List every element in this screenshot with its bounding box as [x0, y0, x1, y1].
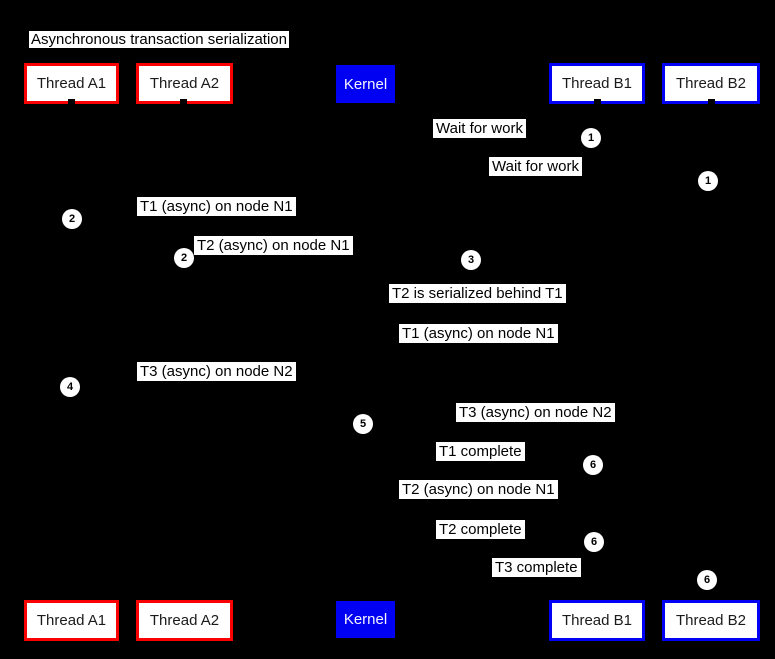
step-badge-1b: 1 [698, 171, 718, 191]
message-label-t1-async-2: T1 (async) on node N1 [399, 324, 558, 343]
message-label-t3-complete: T3 complete [492, 558, 581, 577]
participant-label: Kernel [343, 75, 388, 93]
message-label-t2-complete: T2 complete [436, 520, 525, 539]
lifeline-notch [708, 99, 715, 105]
message-label-t3-async-1: T3 (async) on node N2 [137, 362, 296, 381]
message-label-t3-async-2: T3 (async) on node N2 [456, 403, 615, 422]
participant-label: Thread A1 [36, 75, 107, 92]
step-badge-2b: 2 [174, 248, 194, 268]
message-label-wait-for-work-1: Wait for work [433, 119, 526, 138]
lifeline-notch [68, 99, 75, 105]
message-label-t1-complete: T1 complete [436, 442, 525, 461]
participant-label: Thread B2 [675, 612, 747, 629]
participant-label: Thread B2 [675, 75, 747, 92]
step-badge-1a: 1 [581, 128, 601, 148]
participant-label: Kernel [343, 611, 388, 628]
step-badge-6c: 6 [697, 570, 717, 590]
lifeline-notch [594, 99, 601, 105]
participant-top-thread-b2: Thread B2 [662, 63, 760, 104]
participant-label: Thread A2 [149, 75, 220, 92]
participant-bottom-thread-a1: Thread A1 [24, 600, 119, 641]
participant-label: Thread B1 [561, 75, 633, 92]
step-badge-2a: 2 [62, 209, 82, 229]
participant-bottom-thread-b2: Thread B2 [662, 600, 760, 641]
message-label-wait-for-work-2: Wait for work [489, 157, 582, 176]
message-label-t2-async-2: T2 (async) on node N1 [399, 480, 558, 499]
participant-bottom-kernel: Kernel [336, 601, 395, 638]
step-badge-4: 4 [60, 377, 80, 397]
lifeline-notch [180, 99, 187, 105]
diagram-title: Asynchronous transaction serialization [29, 31, 289, 48]
note-label-t2-serialized: T2 is serialized behind T1 [389, 284, 566, 303]
step-badge-3: 3 [461, 250, 481, 270]
participant-label: Thread A2 [149, 612, 220, 629]
participant-label: Thread A1 [36, 612, 107, 629]
participant-bottom-thread-a2: Thread A2 [136, 600, 233, 641]
participant-top-kernel: Kernel [336, 65, 395, 103]
message-label-t2-async-1: T2 (async) on node N1 [194, 236, 353, 255]
participant-label: Thread B1 [561, 612, 633, 629]
message-label-t1-async-1: T1 (async) on node N1 [137, 197, 296, 216]
step-badge-6a: 6 [583, 455, 603, 475]
step-badge-6b: 6 [584, 532, 604, 552]
participant-top-thread-a1: Thread A1 [24, 63, 119, 104]
participant-top-thread-a2: Thread A2 [136, 63, 233, 104]
participant-bottom-thread-b1: Thread B1 [549, 600, 645, 641]
participant-top-thread-b1: Thread B1 [549, 63, 645, 104]
step-badge-5: 5 [353, 414, 373, 434]
